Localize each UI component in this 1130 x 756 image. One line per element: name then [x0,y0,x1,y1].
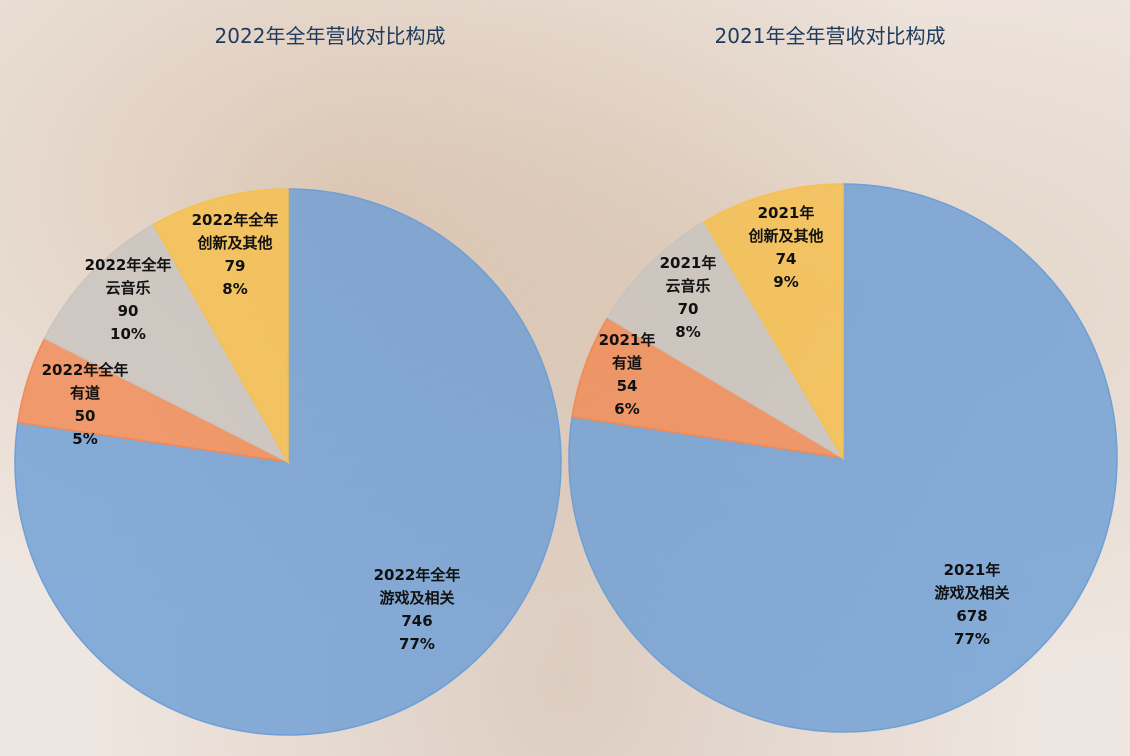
slice-label-1-0: 2021年游戏及相关 678 77% [934,561,1009,648]
pie-slice-1-3 [703,183,844,461]
chart-title-2022: 2022年全年营收对比构成 [215,24,446,48]
slice-label-1-3: 2021年创新及其他 74 9% [747,204,823,291]
slice-label-0-1: 2022年全年有道 50 5% [42,361,129,448]
slice-label-0-0: 2022年全年游戏及相关 746 77% [374,566,461,653]
slice-label-0-3: 2022年全年创新及其他 79 8% [192,211,279,298]
slice-label-0-2: 2022年全年云音乐 90 10% [85,256,172,343]
pie-slice-1-2 [606,220,844,459]
pie-slice-0-3 [152,188,289,465]
slice-label-1-2: 2021年云音乐 70 8% [660,254,717,341]
slice-label-1-1: 2021年有道 54 6% [599,331,656,418]
pie-slice-0-0 [14,188,562,736]
pie-slice-1-0 [568,183,1118,733]
pie-chart-2021: 2021年游戏及相关 678 77% 2021年有道 54 6%2021年云音乐 70 8% 2… [568,183,1118,733]
chart-title-2021: 2021年全年营收对比构成 [715,24,946,48]
pie-chart-2022: 2022年全年游戏及相关 746 77% 2022年全年有道 50 5% 2022年全年云音… [14,188,562,736]
pie-slice-0-2 [43,223,290,464]
